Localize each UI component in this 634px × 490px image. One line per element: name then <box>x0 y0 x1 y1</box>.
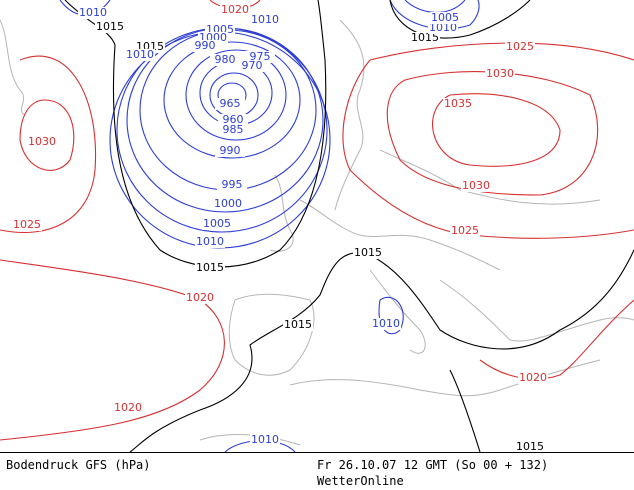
label-backdrop <box>95 21 125 33</box>
isobar-label: 1015 <box>196 261 224 274</box>
run-label: Fr 26.10.07 12 GMT (So 00 + 132) <box>317 458 549 472</box>
isobar-label: 1030 <box>462 179 490 192</box>
isobar-label: 965 <box>220 97 241 110</box>
label-backdrop <box>210 54 240 66</box>
isobar-label: 1015 <box>96 20 124 33</box>
isobar-label: 1030 <box>486 67 514 80</box>
label-backdrop <box>217 179 247 191</box>
isobar-label: 985 <box>223 123 244 136</box>
label-backdrop <box>410 32 440 44</box>
isobar-label: 1035 <box>444 97 472 110</box>
label-backdrop <box>450 225 480 237</box>
footer-rule <box>0 452 634 453</box>
source-label: WetterOnline <box>317 474 404 488</box>
isobar-label: 1020 <box>114 401 142 414</box>
label-backdrop <box>27 136 57 148</box>
label-backdrop <box>195 262 225 274</box>
isobar-label: 1010 <box>196 235 224 248</box>
label-backdrop <box>213 198 243 210</box>
isobar-label: 1020 <box>221 3 249 16</box>
label-backdrop <box>515 441 545 452</box>
isobar-label: 1025 <box>506 40 534 53</box>
isobar-label: 1010 <box>79 6 107 19</box>
label-backdrop <box>195 236 225 248</box>
isobar-label: 1010 <box>126 48 154 61</box>
label-backdrop <box>353 247 383 259</box>
isobar-label: 1005 <box>203 217 231 230</box>
isobar-label: 1005 <box>431 11 459 24</box>
label-backdrop <box>371 318 401 330</box>
isobar-label: 1025 <box>451 224 479 237</box>
isobar-label: 970 <box>242 59 263 72</box>
label-backdrop <box>78 7 108 19</box>
isobar-label: 1025 <box>13 218 41 231</box>
label-backdrop <box>430 12 460 24</box>
label-backdrop <box>505 41 535 53</box>
isobar-label: 1020 <box>519 371 547 384</box>
product-label: Bodendruck GFS (hPa) <box>6 458 151 472</box>
isobar-label: 990 <box>220 144 241 157</box>
label-backdrop <box>185 292 215 304</box>
label-backdrop <box>237 60 267 72</box>
isobar-label: 1010 <box>372 317 400 330</box>
label-backdrop <box>190 40 220 52</box>
isobars <box>0 0 634 452</box>
label-backdrop <box>250 434 280 446</box>
isobar-label: 1030 <box>28 135 56 148</box>
label-backdrop <box>215 145 245 157</box>
label-backdrop <box>461 180 491 192</box>
label-backdrop <box>218 124 248 136</box>
isobar-label: 1010 <box>429 21 457 34</box>
isobar-label: 1010 <box>251 13 279 26</box>
label-backdrop <box>113 402 143 414</box>
isobar-label: 980 <box>215 53 236 66</box>
label-backdrop <box>220 4 250 16</box>
label-backdrop <box>443 98 473 110</box>
isobar-label: 1000 <box>214 197 242 210</box>
isobar-label: 960 <box>223 113 244 126</box>
isobar-label: 1010 <box>251 433 279 446</box>
isobar-label: 1015 <box>411 31 439 44</box>
label-backdrop <box>215 98 245 110</box>
label-backdrop <box>283 319 313 331</box>
isobar-label: 1020 <box>186 291 214 304</box>
label-backdrop <box>125 49 155 61</box>
label-backdrop <box>202 218 232 230</box>
isobar-label: 1015 <box>354 246 382 259</box>
label-backdrop <box>518 372 548 384</box>
isobar-label: 1015 <box>284 318 312 331</box>
isobar-label: 1015 <box>516 440 544 452</box>
label-backdrop <box>12 219 42 231</box>
isobar-label: 975 <box>250 50 271 63</box>
coastlines <box>0 19 634 446</box>
isobar-label: 990 <box>195 39 216 52</box>
isobar-label: 995 <box>222 178 243 191</box>
label-backdrop <box>485 68 515 80</box>
label-backdrop <box>250 14 280 26</box>
label-backdrop <box>428 22 458 34</box>
label-backdrop <box>218 114 248 126</box>
